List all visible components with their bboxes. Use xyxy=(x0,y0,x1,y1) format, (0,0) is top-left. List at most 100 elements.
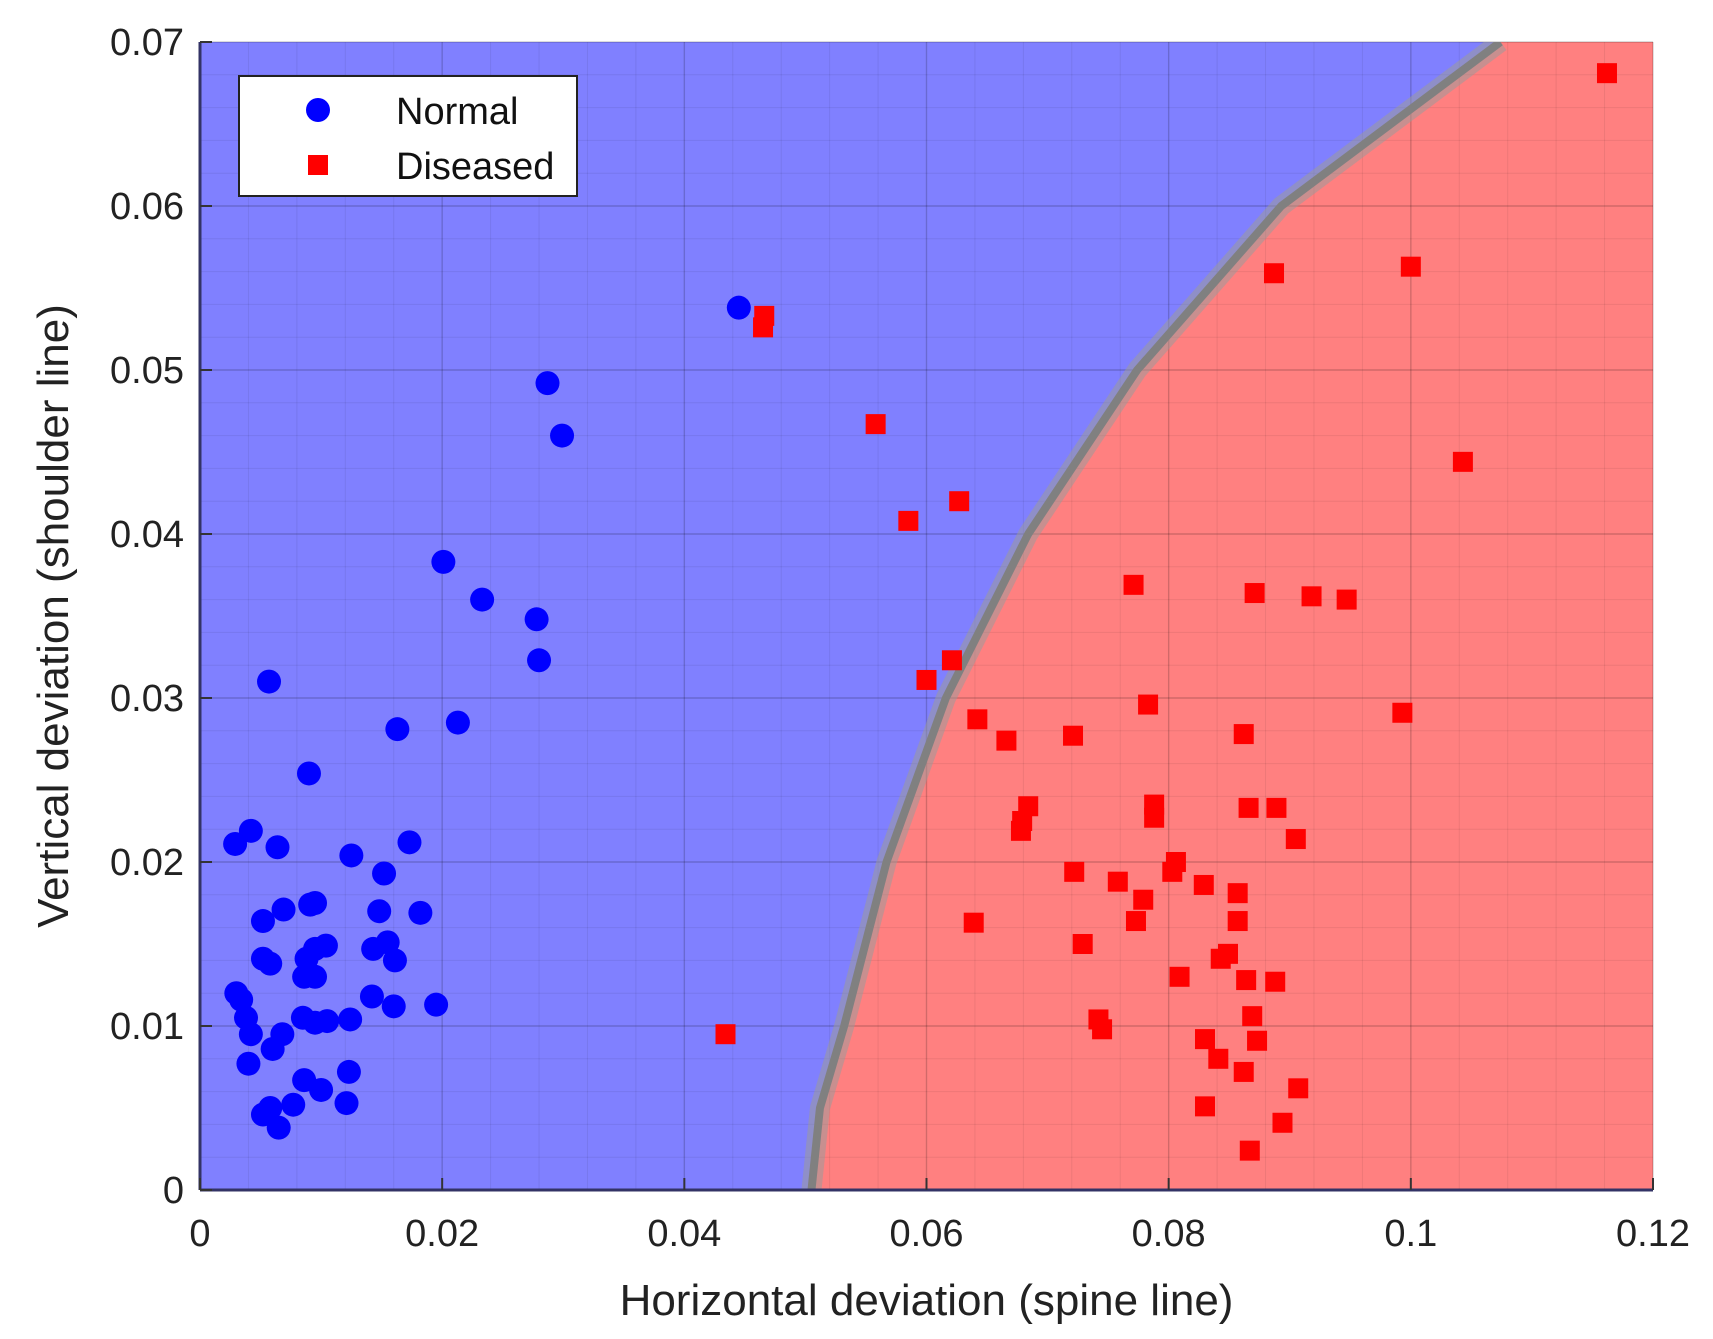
diseased-point xyxy=(1301,586,1322,607)
diseased-point xyxy=(1242,1006,1263,1027)
normal-point xyxy=(315,1009,340,1034)
normal-point xyxy=(303,964,328,989)
tick-labels: 0 0.02 0.04 0.06 0.08 0.1 0.12 0 0.01 0.02 0.03 0.0… xyxy=(110,22,1690,1255)
diseased-point xyxy=(1227,883,1248,904)
diseased-point xyxy=(1194,1029,1215,1050)
normal-point xyxy=(359,984,384,1009)
diseased-point xyxy=(1107,871,1128,892)
diseased-point xyxy=(1138,694,1159,715)
diseased-point xyxy=(1265,971,1286,992)
normal-point xyxy=(550,423,575,448)
x-tick-label: 0.04 xyxy=(647,1213,721,1255)
decision-regions xyxy=(200,42,1653,1190)
normal-point xyxy=(229,987,254,1012)
y-tick-label: 0.04 xyxy=(110,514,184,556)
y-axis-label: Vertical deviation (shoulder line) xyxy=(29,304,78,928)
diseased-point xyxy=(1400,256,1421,277)
normal-point xyxy=(336,1059,361,1084)
normal-point xyxy=(223,831,248,856)
diseased-point xyxy=(1010,820,1031,841)
normal-point xyxy=(271,897,296,922)
diseased-point xyxy=(1169,966,1190,987)
diseased-point xyxy=(996,730,1017,751)
normal-point xyxy=(238,1022,263,1047)
normal-point xyxy=(470,587,495,612)
diseased-point xyxy=(1238,797,1259,818)
normal-point xyxy=(250,909,275,934)
y-tick-label: 0.02 xyxy=(110,842,184,884)
diseased-point xyxy=(1264,263,1285,284)
decision-boundary-group xyxy=(801,42,1507,1190)
y-tick-label: 0.07 xyxy=(110,22,184,64)
diseased-point xyxy=(1392,702,1413,723)
y-tick-label: 0.03 xyxy=(110,678,184,720)
diseased-point xyxy=(1217,943,1238,964)
normal-point xyxy=(408,900,433,925)
diseased-point xyxy=(1208,1048,1229,1069)
diseased-point xyxy=(715,1024,736,1045)
normal-point xyxy=(265,835,290,860)
normal-point xyxy=(309,1077,334,1102)
normal-point xyxy=(445,710,470,735)
diseased-point xyxy=(1125,911,1146,932)
diseased-point xyxy=(898,510,919,531)
normal-point xyxy=(431,549,456,574)
decision-boundary-line xyxy=(807,42,1503,1190)
diseased-point xyxy=(753,317,774,338)
diseased-point xyxy=(1092,1019,1113,1040)
diseased-point xyxy=(1233,724,1254,745)
diseased-point xyxy=(1063,725,1084,746)
normal-point xyxy=(527,648,552,673)
diseased-point xyxy=(1227,911,1248,932)
normal-point xyxy=(726,295,751,320)
diseased-point xyxy=(1288,1078,1309,1099)
normal-point xyxy=(260,1036,285,1061)
normal-point xyxy=(303,891,328,915)
data-points xyxy=(223,63,1617,1161)
diseased-point xyxy=(1072,934,1093,954)
normal-point xyxy=(281,1092,306,1117)
normal-point xyxy=(424,992,449,1017)
normal-point xyxy=(372,861,397,886)
diseased-point xyxy=(1596,63,1617,84)
normal-point xyxy=(338,1007,363,1032)
diseased-point xyxy=(1236,970,1257,991)
normal-point xyxy=(296,761,321,786)
normal-point xyxy=(367,899,392,924)
legend-label-normal: Normal xyxy=(396,91,518,133)
normal-point xyxy=(385,717,410,742)
x-tick-label: 0.06 xyxy=(890,1213,964,1255)
diseased-point xyxy=(1144,807,1165,828)
diseased-point xyxy=(1272,1112,1293,1133)
x-tick-label: 0.12 xyxy=(1616,1213,1690,1255)
diseased-point xyxy=(941,650,962,671)
normal-point xyxy=(382,948,407,973)
diseased-point xyxy=(1239,1140,1260,1161)
normal-point xyxy=(375,930,400,955)
diseased-point xyxy=(1123,574,1144,595)
diseased-point xyxy=(1247,1030,1268,1051)
diseased-point xyxy=(916,669,937,690)
normal-point xyxy=(524,607,549,632)
diseased-point xyxy=(1233,1061,1254,1082)
normal-point xyxy=(313,933,338,958)
normal-point xyxy=(258,951,283,976)
normal-point xyxy=(258,1096,283,1120)
y-tick-label: 0.01 xyxy=(110,1006,184,1048)
normal-point xyxy=(238,818,263,843)
diseased-point xyxy=(1064,861,1085,882)
normal-point xyxy=(266,1115,291,1140)
normal-point xyxy=(339,843,364,868)
x-tick-label: 0 xyxy=(189,1213,210,1255)
legend-box xyxy=(238,75,578,197)
diseased-point xyxy=(1266,797,1287,818)
y-tick-label: 0 xyxy=(163,1170,184,1212)
normal-point xyxy=(257,669,282,694)
legend: Normal Diseased xyxy=(238,75,578,197)
legend-label-diseased: Diseased xyxy=(396,146,554,188)
diseased-point xyxy=(1133,889,1154,910)
normal-point xyxy=(334,1091,359,1116)
diseased-point xyxy=(963,912,984,933)
normal-point xyxy=(236,1051,261,1076)
